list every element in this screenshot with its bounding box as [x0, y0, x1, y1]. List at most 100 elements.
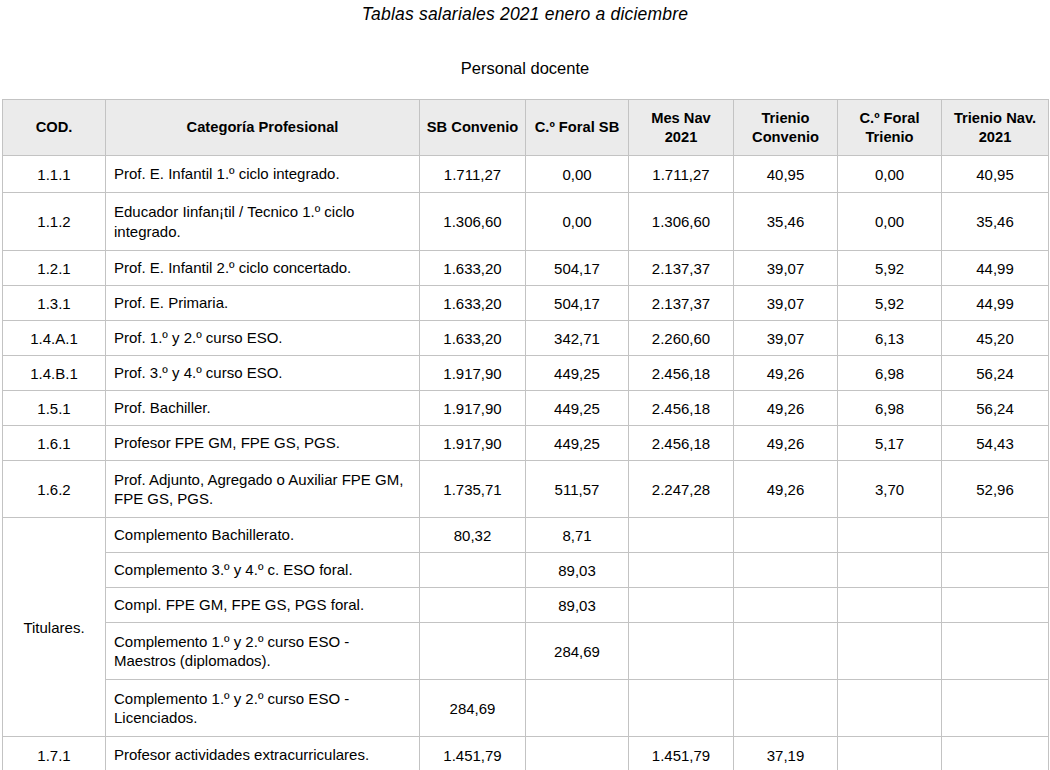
categoria-cell: Prof. Adjunto, Agregado o Auxiliar FPE G… — [106, 461, 420, 518]
trienio-nav-cell — [942, 680, 1049, 737]
trienio-nav-cell — [942, 737, 1049, 770]
trienio-convenio-cell: 49,26 — [734, 426, 838, 461]
table-row: 1.3.1 Prof. E. Primaria. 1.633,20 504,17… — [3, 286, 1049, 321]
sb-convenio-cell: 1.711,27 — [420, 156, 526, 193]
categoria-cell: Prof. E. Primaria. — [106, 286, 420, 321]
foral-trienio-cell — [838, 737, 942, 770]
salary-table: COD. Categoría Profesional SB Convenio C… — [2, 99, 1049, 770]
foral-sb-cell: 0,00 — [526, 156, 629, 193]
mes-nav-cell: 2.456,18 — [629, 426, 734, 461]
categoria-cell: Prof. Bachiller. — [106, 391, 420, 426]
trienio-nav-cell: 56,24 — [942, 391, 1049, 426]
foral-trienio-cell: 5,17 — [838, 426, 942, 461]
foral-sb-cell: 504,17 — [526, 251, 629, 286]
trienio-nav-cell — [942, 588, 1049, 623]
table-row: Titulares. Complemento Bachillerato. 80,… — [3, 518, 1049, 553]
header-categoria: Categoría Profesional — [106, 100, 420, 156]
trienio-nav-cell: 52,96 — [942, 461, 1049, 518]
foral-sb-cell: 342,71 — [526, 321, 629, 356]
trienio-nav-cell: 45,20 — [942, 321, 1049, 356]
categoria-cell: Complemento Bachillerato. — [106, 518, 420, 553]
foral-trienio-cell: 0,00 — [838, 193, 942, 251]
categoria-cell: Compl. FPE GM, FPE GS, PGS foral. — [106, 588, 420, 623]
foral-sb-cell: 8,71 — [526, 518, 629, 553]
sb-convenio-cell — [420, 588, 526, 623]
foral-trienio-cell — [838, 680, 942, 737]
table-row: 1.6.1 Profesor FPE GM, FPE GS, PGS. 1.91… — [3, 426, 1049, 461]
foral-sb-cell: 511,57 — [526, 461, 629, 518]
table-row: 1.2.1 Prof. E. Infantil 2.º ciclo concer… — [3, 251, 1049, 286]
trienio-nav-cell: 40,95 — [942, 156, 1049, 193]
trienio-convenio-cell: 37,19 — [734, 737, 838, 770]
foral-trienio-cell — [838, 623, 942, 680]
sb-convenio-cell: 1.917,90 — [420, 356, 526, 391]
sb-convenio-cell: 1.735,71 — [420, 461, 526, 518]
mes-nav-cell: 1.451,79 — [629, 737, 734, 770]
header-trienio-convenio: Trienio Convenio — [734, 100, 838, 156]
trienio-convenio-cell — [734, 680, 838, 737]
mes-nav-cell: 2.260,60 — [629, 321, 734, 356]
foral-trienio-cell: 5,92 — [838, 286, 942, 321]
trienio-nav-cell — [942, 518, 1049, 553]
table-row: 1.1.1 Prof. E. Infantil 1.º ciclo integr… — [3, 156, 1049, 193]
header-mes-nav: Mes Nav 2021 — [629, 100, 734, 156]
sb-convenio-cell: 1.306,60 — [420, 193, 526, 251]
mes-nav-cell: 2.137,37 — [629, 286, 734, 321]
foral-sb-cell: 504,17 — [526, 286, 629, 321]
foral-trienio-cell — [838, 553, 942, 588]
foral-trienio-cell: 6,98 — [838, 391, 942, 426]
trienio-nav-cell — [942, 623, 1049, 680]
header-foral-sb: C.º Foral SB — [526, 100, 629, 156]
mes-nav-cell — [629, 518, 734, 553]
trienio-convenio-cell: 49,26 — [734, 391, 838, 426]
foral-sb-cell: 89,03 — [526, 588, 629, 623]
cod-cell: 1.6.2 — [3, 461, 106, 518]
sb-convenio-cell: 1.633,20 — [420, 286, 526, 321]
categoria-cell: Prof. E. Infantil 2.º ciclo concertado. — [106, 251, 420, 286]
trienio-convenio-cell — [734, 588, 838, 623]
document-title: Tablas salariales 2021 enero a diciembre — [0, 0, 1050, 25]
mes-nav-cell — [629, 553, 734, 588]
cod-cell: 1.6.1 — [3, 426, 106, 461]
mes-nav-cell: 2.137,37 — [629, 251, 734, 286]
foral-trienio-cell — [838, 588, 942, 623]
trienio-convenio-cell: 35,46 — [734, 193, 838, 251]
trienio-convenio-cell: 49,26 — [734, 461, 838, 518]
trienio-nav-cell: 44,99 — [942, 286, 1049, 321]
foral-sb-cell: 449,25 — [526, 426, 629, 461]
cod-cell: 1.1.2 — [3, 193, 106, 251]
foral-trienio-cell: 6,98 — [838, 356, 942, 391]
sb-convenio-cell: 1.917,90 — [420, 391, 526, 426]
sb-convenio-cell — [420, 623, 526, 680]
table-row: Complemento 3.º y 4.º c. ESO foral. 89,0… — [3, 553, 1049, 588]
table-row: 1.5.1 Prof. Bachiller. 1.917,90 449,25 2… — [3, 391, 1049, 426]
categoria-cell: Prof. E. Infantil 1.º ciclo integrado. — [106, 156, 420, 193]
categoria-cell: Profesor FPE GM, FPE GS, PGS. — [106, 426, 420, 461]
foral-trienio-cell — [838, 518, 942, 553]
sb-convenio-cell: 1.917,90 — [420, 426, 526, 461]
table-row: 1.1.2 Educador Iinfan¡til / Tecnico 1.º … — [3, 193, 1049, 251]
cod-cell: 1.1.1 — [3, 156, 106, 193]
categoria-cell: Profesor actividades extracurriculares. — [106, 737, 420, 770]
header-foral-trienio: C.º Foral Trienio — [838, 100, 942, 156]
foral-trienio-cell: 5,92 — [838, 251, 942, 286]
sb-convenio-cell: 284,69 — [420, 680, 526, 737]
table-row: 1.4.A.1 Prof. 1.º y 2.º curso ESO. 1.633… — [3, 321, 1049, 356]
sb-convenio-cell: 1.633,20 — [420, 251, 526, 286]
sb-convenio-cell — [420, 553, 526, 588]
mes-nav-cell: 2.456,18 — [629, 391, 734, 426]
foral-sb-cell: 449,25 — [526, 356, 629, 391]
mes-nav-cell: 1.711,27 — [629, 156, 734, 193]
cod-cell: 1.2.1 — [3, 251, 106, 286]
trienio-nav-cell: 54,43 — [942, 426, 1049, 461]
header-sb-convenio: SB Convenio — [420, 100, 526, 156]
trienio-convenio-cell — [734, 553, 838, 588]
trienio-nav-cell: 35,46 — [942, 193, 1049, 251]
categoria-cell: Complemento 3.º y 4.º c. ESO foral. — [106, 553, 420, 588]
trienio-convenio-cell — [734, 623, 838, 680]
foral-sb-cell — [526, 680, 629, 737]
trienio-convenio-cell: 39,07 — [734, 286, 838, 321]
trienio-convenio-cell — [734, 518, 838, 553]
trienio-convenio-cell: 39,07 — [734, 251, 838, 286]
mes-nav-cell: 1.306,60 — [629, 193, 734, 251]
